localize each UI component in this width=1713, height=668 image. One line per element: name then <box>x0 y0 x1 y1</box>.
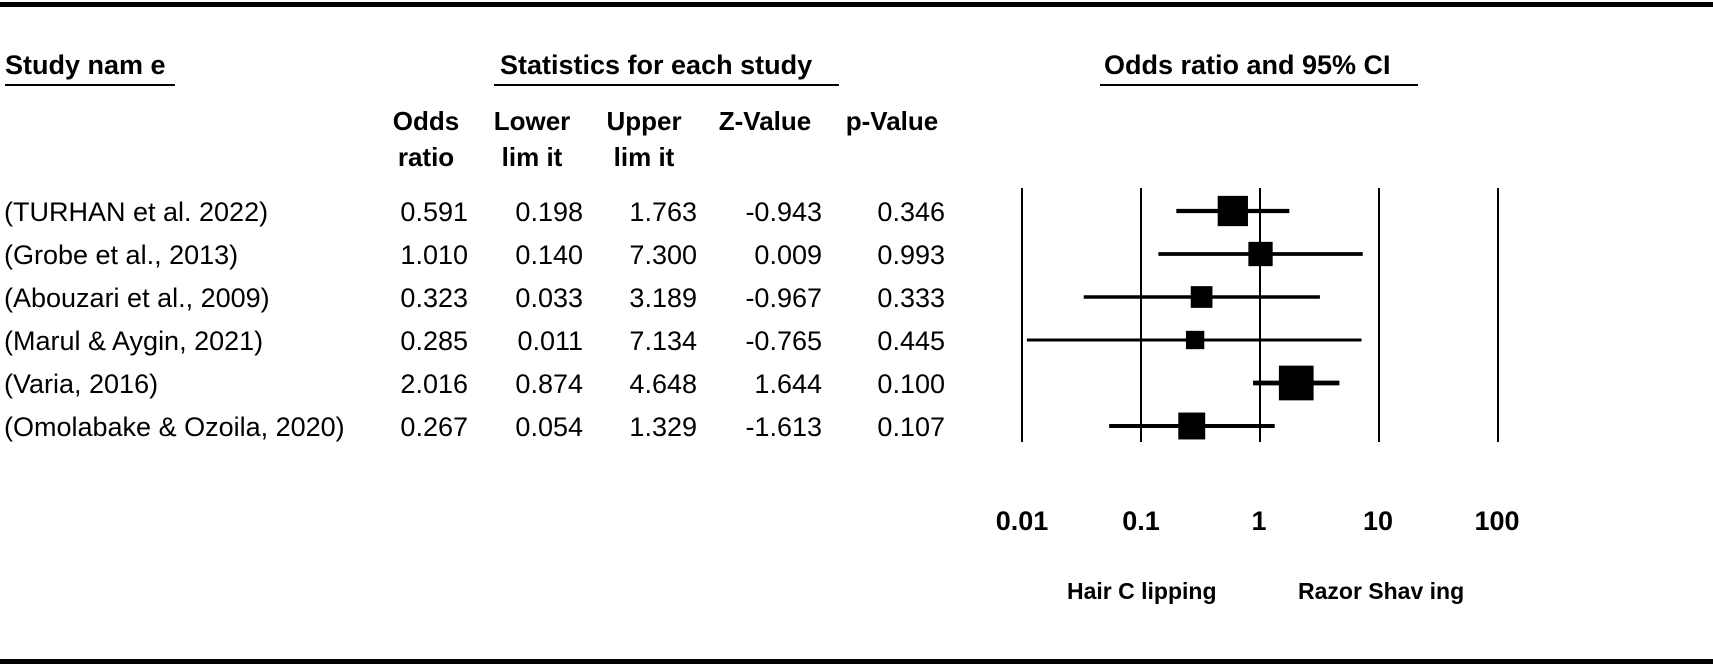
table-row: (Varia, 2016) 2.016 0.874 4.648 1.644 0.100 <box>0 361 1100 407</box>
plot-header-underline <box>1100 84 1418 86</box>
cell-p: 0.993 <box>877 240 945 270</box>
statistics-underline <box>494 84 839 86</box>
cell-upper: 7.134 <box>629 326 697 356</box>
col-header-p-value: p-Value <box>845 106 939 136</box>
cell-z: -0.943 <box>745 197 822 227</box>
cell-lower: 0.011 <box>517 326 583 356</box>
x-tick-1: 0.1 <box>1122 506 1160 536</box>
cell-lower: 0.198 <box>515 197 583 227</box>
cell-upper: 1.329 <box>629 412 697 442</box>
point-estimate-marker <box>1185 330 1205 350</box>
cell-z: 1.644 <box>754 369 822 399</box>
col-header-z-value: Z-Value <box>718 106 812 136</box>
point-estimate-marker <box>1217 195 1248 227</box>
table-row: (Marul & Aygin, 2021) 0.285 0.011 7.134 -0.7… <box>0 318 1100 364</box>
cell-z: -0.967 <box>745 283 822 313</box>
study-name: (Abouzari et al., 2009) <box>4 283 270 313</box>
favors-right-label: Razor Shav ing <box>1298 578 1465 604</box>
col-header-upper-limit: Upper lim it <box>606 106 682 172</box>
cell-upper: 1.763 <box>629 197 697 227</box>
cell-lower: 0.033 <box>515 283 583 313</box>
favors-left-label: Hair C lipping <box>1067 578 1217 604</box>
cell-upper: 7.300 <box>629 240 697 270</box>
study-name-underline <box>5 84 175 86</box>
point-estimate-marker <box>1248 241 1273 267</box>
plot-header: Odds ratio and 95% CI <box>1104 50 1391 80</box>
table-row: (TURHAN et al. 2022) 0.591 0.198 1.763 -0.94… <box>0 189 1100 235</box>
cell-lower: 0.054 <box>515 412 583 442</box>
study-name: (Grobe et al., 2013) <box>4 240 239 270</box>
cell-or: 0.267 <box>400 412 468 442</box>
cell-lower: 0.874 <box>515 369 583 399</box>
study-name: (Varia, 2016) <box>4 369 159 399</box>
cell-or: 1.010 <box>400 240 468 270</box>
col-header-lower-limit: Lower lim it <box>493 106 571 172</box>
x-tick-4: 100 <box>1474 506 1520 536</box>
table-row: (Grobe et al., 2013) 1.010 0.140 7.300 0.009… <box>0 232 1100 278</box>
cell-z: -0.765 <box>745 326 822 356</box>
point-estimate-marker <box>1190 286 1213 308</box>
top-rule <box>0 2 1713 7</box>
study-name-header: Study nam e <box>5 50 166 80</box>
cell-or: 0.285 <box>400 326 468 356</box>
cell-p: 0.346 <box>877 197 945 227</box>
cell-or: 2.016 <box>400 369 468 399</box>
cell-upper: 3.189 <box>629 283 697 313</box>
cell-or: 0.591 <box>400 197 468 227</box>
col-header-odds-ratio: Odds ratio <box>392 106 460 172</box>
table-row: (Omolabake & Ozoila, 2020) 0.267 0.054 1.32… <box>0 404 1100 450</box>
x-tick-0: 0.01 <box>995 506 1049 536</box>
bottom-rule <box>0 659 1713 664</box>
x-tick-3: 10 <box>1362 506 1394 536</box>
x-tick-2: 1 <box>1251 506 1267 536</box>
cell-p: 0.333 <box>877 283 945 313</box>
cell-lower: 0.140 <box>515 240 583 270</box>
cell-upper: 4.648 <box>629 369 697 399</box>
statistics-header: Statistics for each study <box>500 50 813 80</box>
cell-p: 0.100 <box>877 369 945 399</box>
cell-or: 0.323 <box>400 283 468 313</box>
point-estimate-marker <box>1278 365 1314 401</box>
study-name: (Marul & Aygin, 2021) <box>4 326 264 356</box>
point-estimate-marker <box>1178 412 1206 440</box>
study-name: (TURHAN et al. 2022) <box>4 197 269 227</box>
table-row: (Abouzari et al., 2009) 0.323 0.033 3.189 -0… <box>0 275 1100 321</box>
study-name: (Omolabake & Ozoila, 2020) <box>4 412 345 442</box>
cell-z: -1.613 <box>745 412 822 442</box>
cell-p: 0.107 <box>877 412 945 442</box>
cell-z: 0.009 <box>754 240 822 270</box>
cell-p: 0.445 <box>877 326 945 356</box>
